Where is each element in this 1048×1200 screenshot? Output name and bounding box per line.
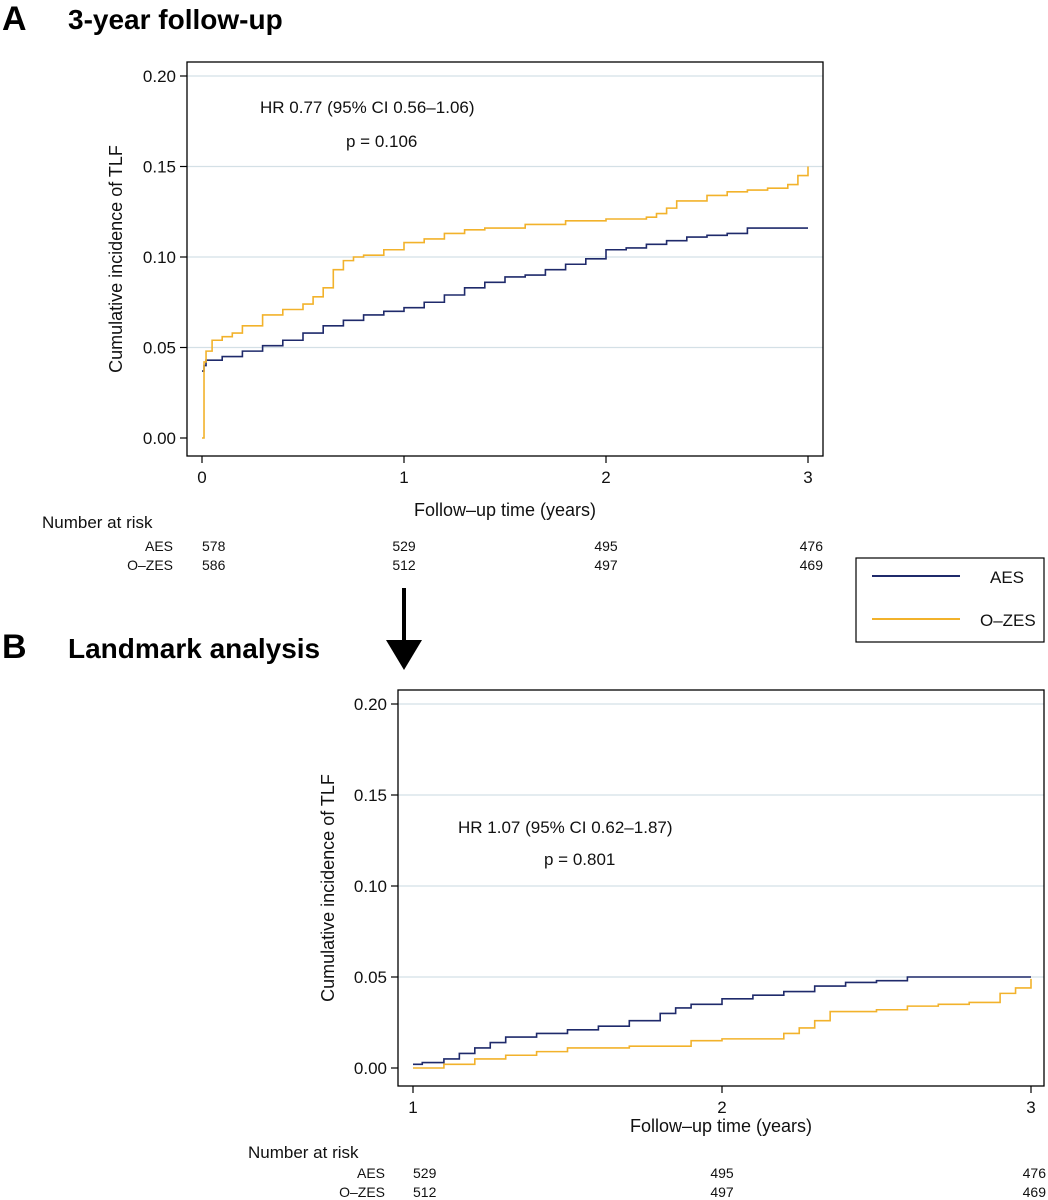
y-tick-label-b: 0.10 (354, 877, 387, 896)
panel-a-hr-annotation: HR 0.77 (95% CI 0.56–1.06) (260, 98, 475, 117)
risk-cell-b: 497 (710, 1184, 734, 1200)
panel-b-title: Landmark analysis (68, 633, 320, 664)
y-tick-label-b: 0.05 (354, 968, 387, 987)
y-tick-label-b: 0.15 (354, 786, 387, 805)
legend-label-ozes: O–ZES (980, 611, 1036, 630)
plot-frame-a (186, 61, 824, 457)
y-tick-label-a: 0.20 (143, 67, 176, 86)
x-tick-label-a: 2 (601, 468, 610, 487)
plot-frame-b (397, 689, 1045, 1087)
risk-cell-a: 469 (800, 557, 824, 573)
risk-cell-a: 495 (594, 538, 618, 554)
x-tick-label-b: 1 (408, 1098, 417, 1117)
y-axis-title-a: Cumulative incidence of TLF (106, 145, 126, 373)
x-axis-title-a: Follow–up time (years) (414, 500, 596, 520)
legend-label-aes: AES (990, 568, 1024, 587)
series-line-ozes-a (202, 166, 809, 439)
x-tick-label-b: 3 (1026, 1098, 1035, 1117)
x-tick-label-a: 3 (803, 468, 812, 487)
risk-cell-a: 497 (594, 557, 618, 573)
panel-a-p-annotation: p = 0.106 (346, 132, 417, 151)
risk-cell-a: 586 (202, 557, 226, 573)
risk-cell-b: 512 (413, 1184, 437, 1200)
legend: AES O–ZES (855, 557, 1045, 643)
plot-b: 0.00 0.05 0.10 0.15 0.20 1 2 3 Follow–up time (y… (248, 689, 1047, 1200)
risk-cell-b: 495 (710, 1165, 734, 1181)
panel-a-letter: A (2, 0, 27, 38)
risk-row-label-b: AES (357, 1165, 385, 1181)
panel-b-letter: B (2, 628, 27, 666)
risk-table-header-b: Number at risk (248, 1143, 359, 1162)
y-tick-label-b: 0.20 (354, 695, 387, 714)
risk-row-label-b: O–ZES (339, 1184, 385, 1200)
risk-row-label-a: O–ZES (127, 557, 173, 573)
x-axis-title-b: Follow–up time (years) (630, 1116, 812, 1136)
y-axis-title-b: Cumulative incidence of TLF (318, 774, 338, 1002)
x-tick-label-a: 0 (197, 468, 206, 487)
y-tick-label-a: 0.05 (143, 339, 176, 358)
x-tick-label-a: 1 (399, 468, 408, 487)
y-tick-label-a: 0.10 (143, 248, 176, 267)
y-tick-label-b: 0.00 (354, 1059, 387, 1078)
x-tick-label-b: 2 (717, 1098, 726, 1117)
risk-cell-b: 529 (413, 1165, 437, 1181)
y-tick-label-a: 0.00 (143, 429, 176, 448)
series-line-aes-b (413, 976, 1031, 1066)
down-arrow-icon (386, 588, 422, 670)
plot-a: 0.00 0.05 0.10 0.15 0.20 0 1 2 3 Follow–up time (… (42, 61, 824, 573)
y-tick-label-a: 0.15 (143, 158, 176, 177)
series-line-aes-a (202, 227, 808, 372)
risk-cell-a: 529 (392, 538, 416, 554)
risk-cell-a: 476 (800, 538, 824, 554)
risk-cell-a: 578 (202, 538, 226, 554)
risk-cell-b: 476 (1023, 1165, 1047, 1181)
risk-table-header-a: Number at risk (42, 513, 153, 532)
series-line-ozes-b (413, 978, 1032, 1069)
risk-cell-a: 512 (392, 557, 416, 573)
panel-b-p-annotation: p = 0.801 (544, 850, 615, 869)
risk-row-label-a: AES (145, 538, 173, 554)
risk-cell-b: 469 (1023, 1184, 1047, 1200)
panel-b-hr-annotation: HR 1.07 (95% CI 0.62–1.87) (458, 818, 673, 837)
panel-a-title: 3-year follow-up (68, 4, 283, 35)
